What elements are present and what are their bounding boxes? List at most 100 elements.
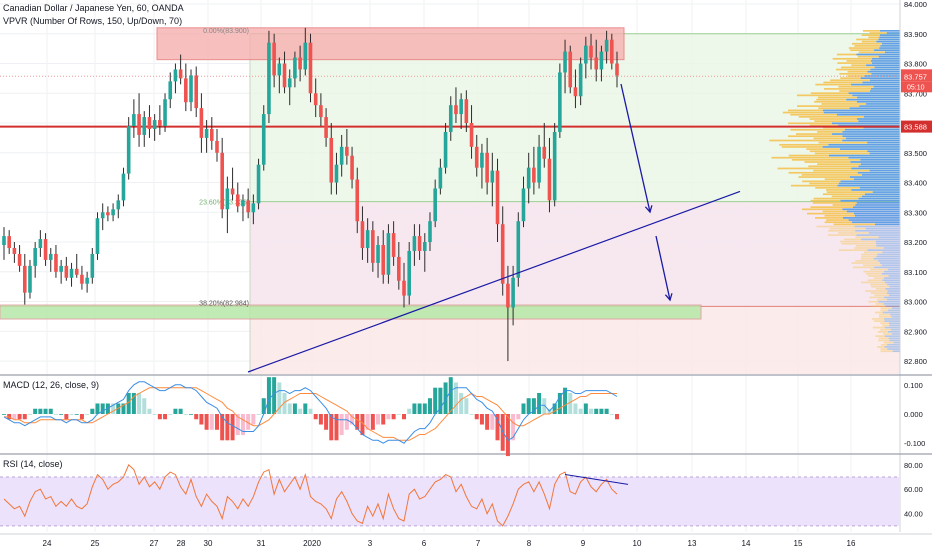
vpvr-row-up [878,38,900,41]
macd-hist-bar [542,398,547,414]
vpvr-row-down [788,171,858,174]
vpvr-row-down [856,38,879,41]
vpvr-row-down [850,49,875,52]
vpvr-row-up [870,60,900,62]
macd-hist-bar [381,414,386,425]
vpvr-row-down [825,189,852,191]
vpvr-row-down [824,214,856,217]
vpvr-row-down [822,210,847,213]
candle-body [38,239,43,248]
vpvr-row-down [791,159,861,161]
vpvr-row-up [869,169,900,172]
vpvr-row-down [809,118,858,120]
macd-hist-bar [615,414,619,420]
vpvr-row-up [864,193,900,196]
vpvr-row-up [890,328,900,331]
macd-hist-bar [199,414,204,425]
vpvr-row-down [790,128,845,131]
vpvr-row-up [889,324,900,327]
vpvr-row-down [880,322,890,325]
candle-body [397,256,401,281]
candle-body [324,117,328,138]
vpvr-row-up [879,47,900,49]
candle-body [241,200,245,207]
vpvr-row-up [883,296,900,299]
price-tick-label: 83.100 [904,268,927,277]
vpvr-row-down [875,303,884,305]
candle-body [313,93,318,106]
vpvr-row-up [840,180,900,183]
vpvr-row-up [884,326,900,329]
vpvr-row-down [838,232,869,234]
vpvr-row-up [882,311,900,314]
vpvr-row-down [841,242,876,245]
vpvr-row-down [868,36,880,39]
candle-body [386,233,391,275]
candle-body [537,146,541,183]
macd-hist-bar [324,414,329,430]
time-label: 31 [257,539,266,548]
candle-body [59,265,63,272]
vpvr-row-up [881,264,900,267]
vpvr-row-up [859,105,900,107]
projection-arrowhead [664,293,673,302]
time-label: 13 [688,539,697,548]
vpvr-row-up [876,40,900,43]
vpvr-row-down [861,40,877,43]
macd-signal-line [4,387,617,441]
macd-hist-bar [589,408,594,414]
vpvr-row-down [869,32,887,34]
vpvr-row-down [779,143,829,146]
candle-body [376,245,380,263]
price-tick-label: 83.500 [904,149,927,158]
candle-body [474,146,479,168]
macd-hist-bar [209,414,214,430]
candle-body [152,120,157,129]
vpvr-row-down [788,122,832,125]
candle-body [511,277,515,308]
vpvr-row-down [847,70,868,73]
vpvr-row-up [846,98,900,101]
vpvr-row-down [806,212,854,215]
vpvr-row-down [877,331,888,333]
candle-body [251,203,256,213]
vpvr-row-up [861,238,900,241]
time-label: 16 [847,539,856,548]
candle-body [54,253,58,272]
vpvr-row-up [831,122,900,125]
countdown-text: 05:10 [907,84,925,91]
candle-body [199,108,204,138]
vpvr-row-up [889,322,900,325]
vpvr-row-up [874,49,900,52]
vpvr-row-up [875,242,900,245]
vpvr-row-up [851,189,900,191]
time-label: 3 [368,539,373,548]
vpvr-row-down [863,270,884,273]
vpvr-row-up [840,199,900,202]
vpvr-row-up [856,202,900,204]
vpvr-row-up [892,350,900,353]
time-label: 6 [422,539,427,548]
candle-body [142,117,147,135]
countdown-tag [901,81,932,93]
candle-body [371,230,375,263]
macd-hist-bar [121,403,126,414]
vpvr-row-up [849,107,900,110]
macd-hist-bar [33,408,38,414]
vpvr-row-up [859,186,900,189]
vpvr-row-down [839,90,870,92]
rsi-band [0,477,900,526]
candle-body [412,236,417,251]
vpvr-row-down [852,42,882,45]
vpvr-row-down [861,253,878,256]
vpvr-row-down [832,57,872,60]
candle-body [506,283,510,308]
price-tick-label: 83.800 [904,60,927,69]
vpvr-row-down [882,324,890,327]
vpvr-row-down [872,326,885,329]
vpvr-row-down [795,133,832,135]
macd-hist-bar [183,414,188,415]
macd-hist-bar [27,414,32,415]
macd-hist-bar [329,414,334,441]
